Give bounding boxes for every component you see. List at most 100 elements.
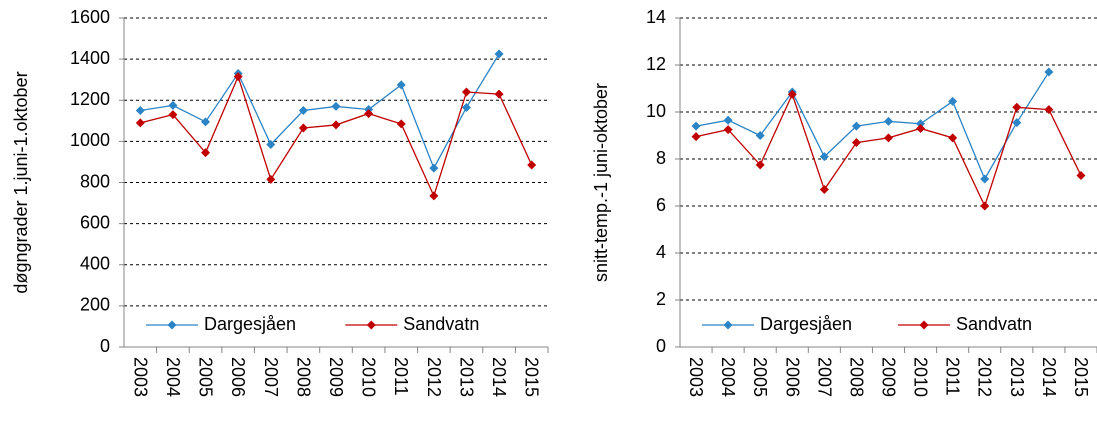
point-marker xyxy=(980,201,990,211)
point-marker xyxy=(819,185,829,195)
legend-label: Sandvatn xyxy=(403,314,479,334)
point-marker xyxy=(884,133,893,143)
x-tick-label: 2015 xyxy=(1071,357,1091,397)
x-tick-label: 2014 xyxy=(489,357,509,397)
legend-label: Dargesjåen xyxy=(204,314,296,334)
x-tick-label: 2010 xyxy=(911,357,931,397)
x-tick-label: 2012 xyxy=(975,357,995,397)
y-tick-label: 400 xyxy=(80,254,110,274)
x-tick-label: 2009 xyxy=(879,357,899,397)
point-marker xyxy=(396,80,406,90)
y-tick-label: 800 xyxy=(80,171,110,191)
y-tick-label: 1200 xyxy=(70,89,110,109)
point-marker xyxy=(851,121,861,131)
x-tick-label: 2006 xyxy=(228,357,248,397)
x-tick-label: 2010 xyxy=(359,357,379,397)
y-tick-label: 0 xyxy=(100,336,110,356)
point-marker xyxy=(135,106,145,116)
point-marker xyxy=(364,109,374,119)
legend-marker xyxy=(919,320,929,330)
point-marker xyxy=(135,118,145,128)
x-tick-label: 2006 xyxy=(782,357,802,397)
point-marker xyxy=(168,110,178,120)
series-line xyxy=(140,53,500,170)
point-marker xyxy=(916,123,926,133)
point-marker xyxy=(201,148,211,158)
series-line xyxy=(695,92,1082,208)
point-marker xyxy=(723,125,733,135)
point-marker xyxy=(298,123,308,133)
point-marker xyxy=(948,133,958,143)
point-marker xyxy=(494,49,504,59)
y-tick-label: 2 xyxy=(656,289,666,309)
point-marker xyxy=(1012,102,1022,112)
x-tick-label: 2012 xyxy=(424,357,444,397)
point-marker xyxy=(851,138,861,148)
point-marker xyxy=(787,89,797,99)
series-line xyxy=(695,71,1050,181)
x-tick-label: 2013 xyxy=(456,357,476,397)
y-axis-title: døgngrader 1.juni-1.oktober xyxy=(11,71,31,293)
x-tick-label: 2003 xyxy=(130,357,150,397)
point-marker xyxy=(331,120,341,130)
y-axis-title: snitt-temp.-1 juni-oktober xyxy=(591,83,611,282)
x-tick-label: 2003 xyxy=(686,357,706,397)
x-tick-label: 2005 xyxy=(750,357,770,397)
y-tick-label: 1600 xyxy=(70,7,110,27)
point-marker xyxy=(884,116,893,126)
x-tick-label: 2009 xyxy=(326,357,346,397)
point-marker xyxy=(266,174,276,184)
x-tick-label: 2008 xyxy=(293,357,313,397)
point-marker xyxy=(461,102,471,112)
point-marker xyxy=(723,115,733,125)
point-marker xyxy=(331,101,341,111)
y-tick-label: 1400 xyxy=(70,48,110,68)
x-tick-label: 2007 xyxy=(814,357,834,397)
x-tick-label: 2004 xyxy=(163,357,183,397)
y-tick-label: 10 xyxy=(646,101,666,121)
x-tick-label: 2011 xyxy=(943,357,963,396)
point-marker xyxy=(1012,118,1022,128)
point-marker xyxy=(819,152,829,162)
point-marker xyxy=(527,160,537,170)
point-marker xyxy=(233,72,243,82)
point-marker xyxy=(691,132,701,142)
y-tick-label: 600 xyxy=(80,212,110,232)
legend-label: Sandvatn xyxy=(956,314,1032,334)
point-marker xyxy=(755,131,765,140)
y-tick-label: 200 xyxy=(80,295,110,315)
point-marker xyxy=(298,106,308,116)
point-marker xyxy=(429,191,439,201)
y-tick-label: 8 xyxy=(656,148,666,168)
point-marker xyxy=(494,89,504,99)
y-tick-label: 14 xyxy=(646,7,666,27)
legend-label: Dargesjåen xyxy=(760,314,852,334)
x-tick-label: 2008 xyxy=(846,357,866,397)
point-marker xyxy=(201,117,211,127)
point-marker xyxy=(266,139,276,149)
point-marker xyxy=(1044,105,1054,115)
point-marker xyxy=(1044,67,1054,77)
x-tick-label: 2013 xyxy=(1007,357,1027,397)
legend-marker xyxy=(723,320,733,330)
legend-marker xyxy=(167,320,177,330)
y-tick-label: 0 xyxy=(656,336,666,356)
y-tick-label: 4 xyxy=(656,242,666,262)
point-marker xyxy=(755,160,765,170)
x-tick-label: 2014 xyxy=(1039,357,1059,397)
y-tick-label: 1000 xyxy=(70,130,110,150)
point-marker xyxy=(980,174,990,184)
point-marker xyxy=(948,96,958,106)
y-tick-label: 6 xyxy=(656,195,666,215)
point-marker xyxy=(691,121,701,131)
y-tick-label: 12 xyxy=(646,54,666,74)
point-marker xyxy=(396,119,406,129)
legend-marker xyxy=(366,320,376,330)
point-marker xyxy=(1076,170,1086,180)
point-marker xyxy=(168,100,178,110)
point-marker xyxy=(461,87,471,97)
x-tick-label: 2005 xyxy=(196,357,216,397)
x-tick-label: 2007 xyxy=(261,357,281,397)
x-tick-label: 2015 xyxy=(522,357,542,397)
